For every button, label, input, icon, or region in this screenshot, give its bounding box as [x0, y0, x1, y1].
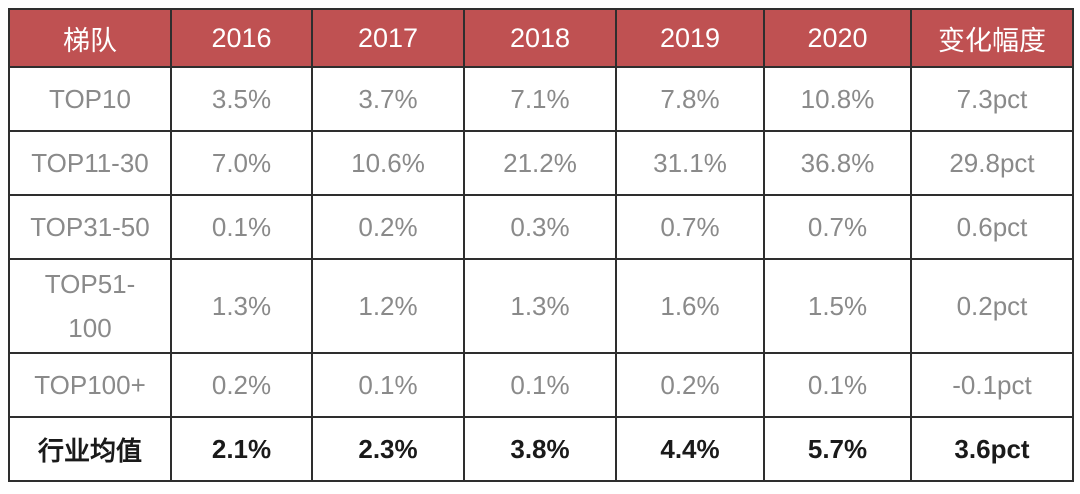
table-cell: 0.2pct	[910, 258, 1074, 354]
table-cell: 1.3%	[170, 258, 313, 354]
table-row: TOP51-100 1.3% 1.2% 1.3% 1.6% 1.5% 0.2pc…	[8, 258, 1074, 354]
row-label: TOP31-50	[8, 194, 172, 260]
table-row: TOP31-50 0.1% 0.2% 0.3% 0.7% 0.7% 0.6pct	[8, 194, 1074, 260]
table-cell: 3.5%	[170, 66, 313, 132]
row-label: TOP10	[8, 66, 172, 132]
table-cell: 7.1%	[463, 66, 617, 132]
table-cell: 1.5%	[763, 258, 912, 354]
table-cell: 0.7%	[615, 194, 765, 260]
table-row: TOP10 3.5% 3.7% 7.1% 7.8% 10.8% 7.3pct	[8, 66, 1074, 132]
row-label: TOP51-100	[8, 258, 172, 354]
table-cell: 4.4%	[615, 416, 765, 482]
table-cell: 0.3%	[463, 194, 617, 260]
table-cell: 0.7%	[763, 194, 912, 260]
table-cell: 0.6pct	[910, 194, 1074, 260]
table-cell: 10.8%	[763, 66, 912, 132]
table-cell: 0.2%	[615, 352, 765, 418]
table-cell: 2.3%	[311, 416, 465, 482]
col-header-2017: 2017	[311, 8, 465, 68]
table-row-industry-average: 行业均值 2.1% 2.3% 3.8% 4.4% 5.7% 3.6pct	[8, 416, 1074, 482]
table-cell: 2.1%	[170, 416, 313, 482]
table-cell: 0.1%	[170, 194, 313, 260]
table-cell: 7.0%	[170, 130, 313, 196]
table-cell: 1.6%	[615, 258, 765, 354]
table-row: TOP100+ 0.2% 0.1% 0.1% 0.2% 0.1% -0.1pct	[8, 352, 1074, 418]
table-cell: 3.8%	[463, 416, 617, 482]
col-header-2018: 2018	[463, 8, 617, 68]
table-cell: 31.1%	[615, 130, 765, 196]
col-header-2016: 2016	[170, 8, 313, 68]
table-cell: 36.8%	[763, 130, 912, 196]
header-row: 梯队 2016 2017 2018 2019 2020 变化幅度	[8, 8, 1074, 68]
table-cell: 0.1%	[463, 352, 617, 418]
table-row: TOP11-30 7.0% 10.6% 21.2% 31.1% 36.8% 29…	[8, 130, 1074, 196]
table-cell: 21.2%	[463, 130, 617, 196]
table-cell: 5.7%	[763, 416, 912, 482]
table-cell: 7.3pct	[910, 66, 1074, 132]
col-header-2019: 2019	[615, 8, 765, 68]
table-cell: 0.2%	[311, 194, 465, 260]
table-cell: 0.1%	[311, 352, 465, 418]
table-cell: -0.1pct	[910, 352, 1074, 418]
table-cell: 7.8%	[615, 66, 765, 132]
table-cell: 1.3%	[463, 258, 617, 354]
table-cell: 29.8pct	[910, 130, 1074, 196]
col-header-2020: 2020	[763, 8, 912, 68]
table-cell: 3.7%	[311, 66, 465, 132]
table-cell: 1.2%	[311, 258, 465, 354]
row-label: TOP11-30	[8, 130, 172, 196]
col-header-tier: 梯队	[8, 8, 172, 68]
tier-market-share-table: 梯队 2016 2017 2018 2019 2020 变化幅度 TOP10 3…	[8, 8, 1074, 482]
col-header-change: 变化幅度	[910, 8, 1074, 68]
table-cell: 0.2%	[170, 352, 313, 418]
row-label: 行业均值	[8, 416, 172, 482]
row-label: TOP100+	[8, 352, 172, 418]
table-cell: 3.6pct	[910, 416, 1074, 482]
table-cell: 0.1%	[763, 352, 912, 418]
table-cell: 10.6%	[311, 130, 465, 196]
